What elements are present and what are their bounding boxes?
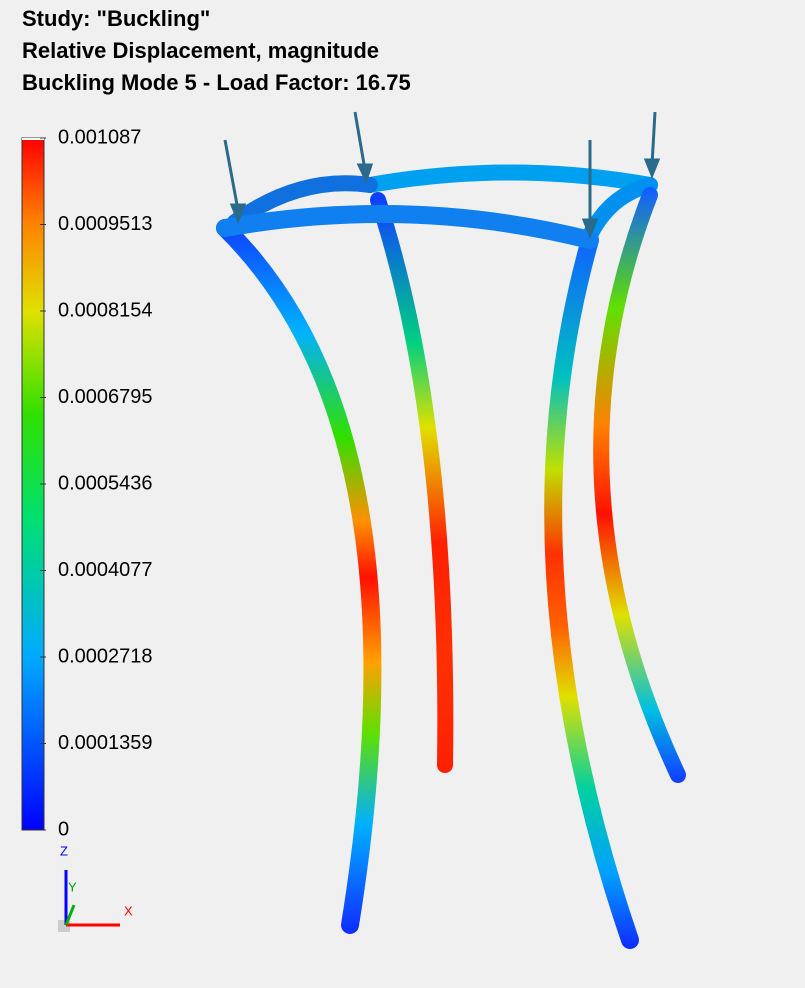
legend-label: 0 [58,818,69,840]
legend-label: 0.0008154 [58,299,153,321]
axis-label: Y [68,879,77,894]
legend-label: 0.0002718 [58,645,153,667]
model [225,173,678,941]
legend-label: 0.0005436 [58,472,153,494]
legend-label: 0.0001359 [58,732,153,754]
legend-label: 0.0009513 [58,213,153,235]
beam [370,173,650,186]
leg [378,200,445,765]
title-line: Relative Displacement, magnitude [22,38,379,63]
legend-labels: 0.001087 0.0009513 0.0008154 0.0006795 0.000… [40,126,153,840]
title-line: Buckling Mode 5 - Load Factor: 16.75 [22,70,411,95]
page: Study: "Buckling" Relative Displacement,… [0,0,805,988]
leg [601,195,678,775]
legend-label: 0.0006795 [58,386,153,408]
leg [225,228,372,925]
legend-label: 0.0004077 [58,559,153,581]
axis-triad: Z Y X [58,843,133,932]
beam [225,214,590,240]
axis-label: X [124,903,133,918]
title-line: Study: "Buckling" [22,6,210,31]
result-view: Study: "Buckling" Relative Displacement,… [0,0,805,988]
legend-label: 0.001087 [58,126,141,148]
axis-label: Z [60,843,68,858]
